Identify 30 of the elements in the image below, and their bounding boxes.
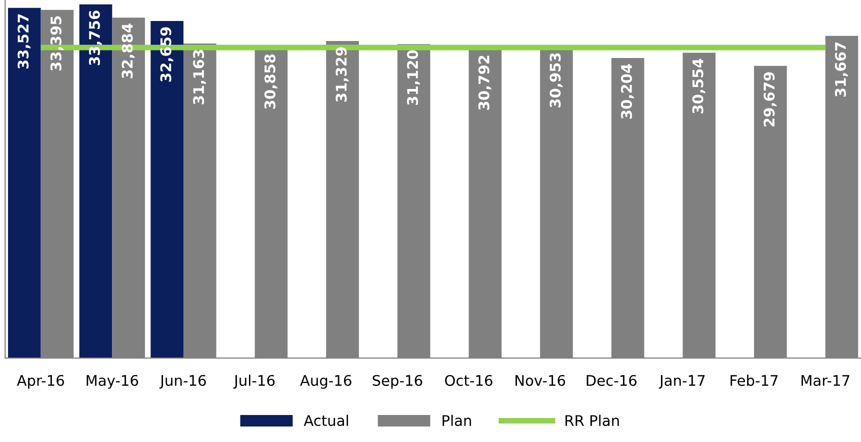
data-label: 30,858 <box>264 54 278 109</box>
data-label: 30,554 <box>692 58 706 114</box>
x-tick-label: Dec-16 <box>586 374 636 386</box>
x-tick-label: Jan-17 <box>658 375 705 389</box>
x-tick-label: May-16 <box>86 374 138 389</box>
x-tick-label: Apr-16 <box>16 374 64 389</box>
data-label: 33,527 <box>18 14 31 69</box>
data-label: 31,667 <box>834 42 848 97</box>
x-tick-label: Feb-17 <box>730 374 778 386</box>
x-tick-label: Mar-17 <box>802 375 850 386</box>
data-label: 29,679 <box>764 72 777 126</box>
x-tick-label: Sep-16 <box>372 374 422 389</box>
data-label: 30,792 <box>478 56 492 110</box>
data-label: 33,756 <box>88 10 102 66</box>
data-label: 31,163 <box>193 50 206 104</box>
data-label: 30,204 <box>620 64 634 119</box>
data-label: 31,329 <box>336 47 349 102</box>
legend-label: Actual <box>304 414 348 426</box>
x-tick-label: Jul-16 <box>233 374 275 389</box>
legend-label: Plan <box>442 414 472 426</box>
x-tick-label: Nov-16 <box>516 374 566 386</box>
data-label: 32,884 <box>122 24 135 78</box>
data-label: 31,120 <box>407 50 420 105</box>
data-label: 32,659 <box>160 27 174 82</box>
data-label: 33,395 <box>50 16 64 71</box>
x-tick-label: Oct-16 <box>445 374 492 386</box>
x-tick-label: Aug-16 <box>300 374 352 389</box>
data-label: 30,953 <box>550 53 563 108</box>
x-tick-label: Jun-16 <box>159 374 206 389</box>
legend-label: RR Plan <box>566 414 619 426</box>
